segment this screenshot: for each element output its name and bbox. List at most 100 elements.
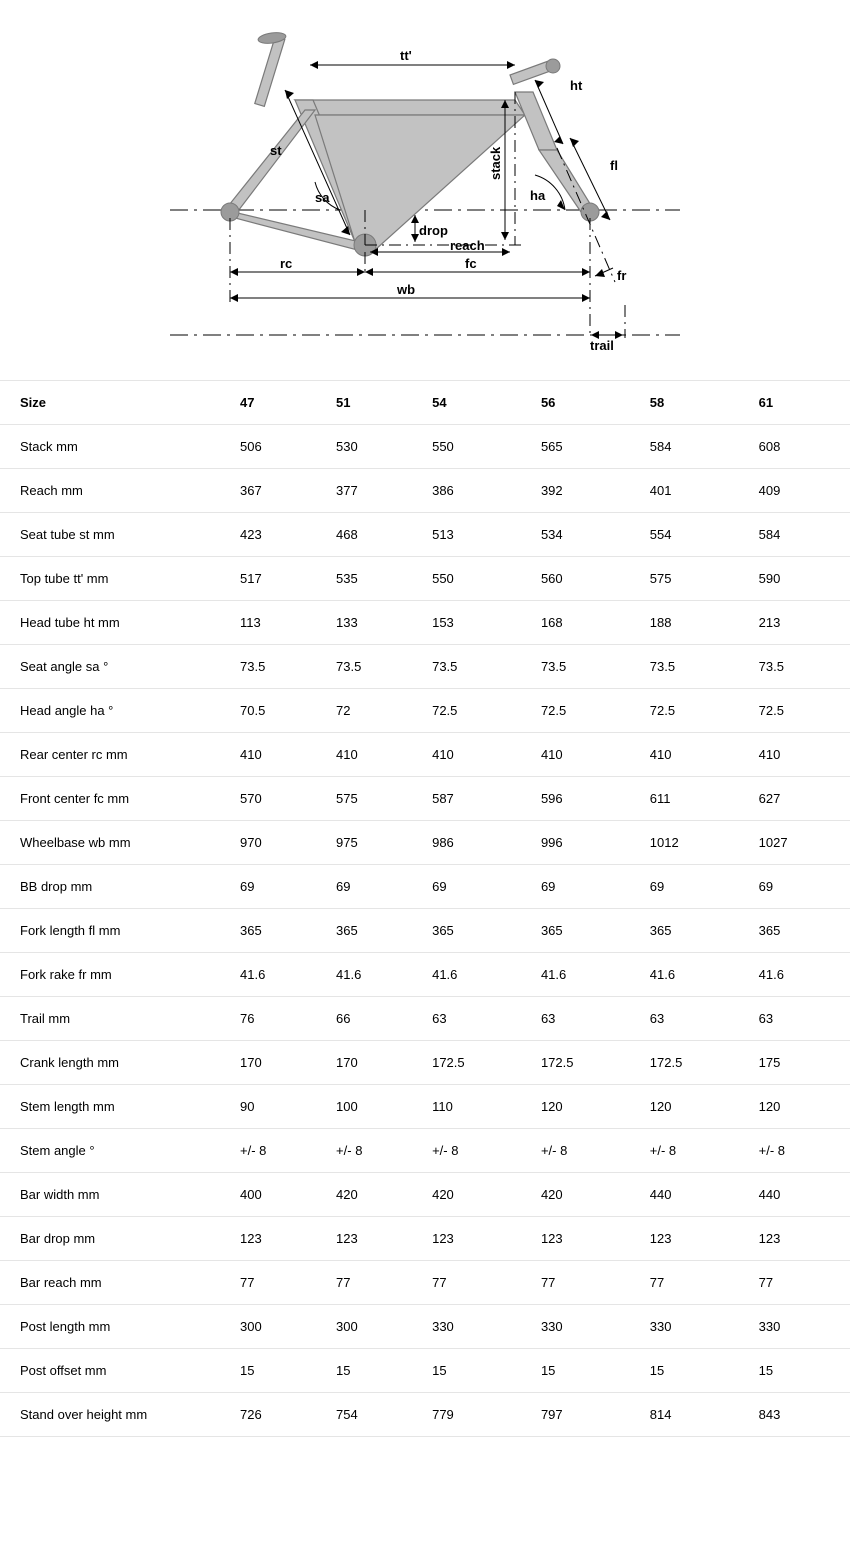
- cell-value: 410: [326, 733, 422, 777]
- table-row: Seat angle sa °73.573.573.573.573.573.5: [0, 645, 850, 689]
- cell-value: 420: [531, 1173, 640, 1217]
- header-col: 56: [531, 381, 640, 425]
- cell-value: 170: [230, 1041, 326, 1085]
- table-row: Fork rake fr mm41.641.641.641.641.641.6: [0, 953, 850, 997]
- cell-value: 72.5: [749, 689, 850, 733]
- row-label: Stack mm: [0, 425, 230, 469]
- cell-value: 172.5: [422, 1041, 531, 1085]
- cell-value: 63: [749, 997, 850, 1041]
- cell-value: 560: [531, 557, 640, 601]
- cell-value: 392: [531, 469, 640, 513]
- cell-value: 15: [749, 1349, 850, 1393]
- cell-value: 365: [531, 909, 640, 953]
- cell-value: 168: [531, 601, 640, 645]
- row-label: Seat angle sa °: [0, 645, 230, 689]
- cell-value: 565: [531, 425, 640, 469]
- cell-value: 596: [531, 777, 640, 821]
- cell-value: 73.5: [749, 645, 850, 689]
- cell-value: 90: [230, 1085, 326, 1129]
- cell-value: 41.6: [230, 953, 326, 997]
- label-trail: trail: [590, 338, 614, 350]
- cell-value: 69: [531, 865, 640, 909]
- cell-value: 584: [749, 513, 850, 557]
- cell-value: +/- 8: [422, 1129, 531, 1173]
- cell-value: 77: [640, 1261, 749, 1305]
- cell-value: 153: [422, 601, 531, 645]
- cell-value: 77: [422, 1261, 531, 1305]
- header-col: 61: [749, 381, 850, 425]
- cell-value: 66: [326, 997, 422, 1041]
- row-label: Trail mm: [0, 997, 230, 1041]
- cell-value: 72: [326, 689, 422, 733]
- table-body: Stack mm506530550565584608Reach mm367377…: [0, 425, 850, 1437]
- cell-value: 113: [230, 601, 326, 645]
- cell-value: 814: [640, 1393, 749, 1437]
- cell-value: 409: [749, 469, 850, 513]
- cell-value: 188: [640, 601, 749, 645]
- cell-value: 73.5: [531, 645, 640, 689]
- cell-value: 410: [230, 733, 326, 777]
- table-row: Post offset mm151515151515: [0, 1349, 850, 1393]
- header-col: 58: [640, 381, 749, 425]
- cell-value: 70.5: [230, 689, 326, 733]
- cell-value: 535: [326, 557, 422, 601]
- cell-value: 63: [640, 997, 749, 1041]
- table-row: Head angle ha °70.57272.572.572.572.5: [0, 689, 850, 733]
- cell-value: 570: [230, 777, 326, 821]
- row-label: Bar width mm: [0, 1173, 230, 1217]
- cell-value: 41.6: [749, 953, 850, 997]
- cell-value: +/- 8: [230, 1129, 326, 1173]
- cell-value: 41.6: [531, 953, 640, 997]
- cell-value: 41.6: [326, 953, 422, 997]
- cell-value: 440: [640, 1173, 749, 1217]
- row-label: BB drop mm: [0, 865, 230, 909]
- cell-value: 69: [422, 865, 531, 909]
- label-rc: rc: [280, 256, 292, 271]
- cell-value: 608: [749, 425, 850, 469]
- cell-value: 300: [230, 1305, 326, 1349]
- cell-value: 123: [230, 1217, 326, 1261]
- cell-value: 410: [531, 733, 640, 777]
- row-label: Stand over height mm: [0, 1393, 230, 1437]
- table-row: Front center fc mm570575587596611627: [0, 777, 850, 821]
- cell-value: 41.6: [640, 953, 749, 997]
- cell-value: 330: [640, 1305, 749, 1349]
- table-row: Head tube ht mm113133153168188213: [0, 601, 850, 645]
- cell-value: 970: [230, 821, 326, 865]
- row-label: Post offset mm: [0, 1349, 230, 1393]
- cell-value: 213: [749, 601, 850, 645]
- cell-value: +/- 8: [749, 1129, 850, 1173]
- table-row: Stem length mm90100110120120120: [0, 1085, 850, 1129]
- cell-value: 77: [531, 1261, 640, 1305]
- cell-value: 554: [640, 513, 749, 557]
- cell-value: 69: [326, 865, 422, 909]
- cell-value: 365: [422, 909, 531, 953]
- row-label: Rear center rc mm: [0, 733, 230, 777]
- cell-value: +/- 8: [640, 1129, 749, 1173]
- table-row: Bar reach mm777777777777: [0, 1261, 850, 1305]
- row-label: Wheelbase wb mm: [0, 821, 230, 865]
- row-label: Head angle ha °: [0, 689, 230, 733]
- cell-value: 73.5: [230, 645, 326, 689]
- cell-value: 530: [326, 425, 422, 469]
- cell-value: 365: [749, 909, 850, 953]
- cell-value: 423: [230, 513, 326, 557]
- header-col: 47: [230, 381, 326, 425]
- cell-value: 550: [422, 425, 531, 469]
- table-row: Post length mm300300330330330330: [0, 1305, 850, 1349]
- cell-value: 420: [422, 1173, 531, 1217]
- label-drop: drop: [419, 223, 448, 238]
- row-label: Stem length mm: [0, 1085, 230, 1129]
- table-row: Reach mm367377386392401409: [0, 469, 850, 513]
- cell-value: 133: [326, 601, 422, 645]
- cell-value: 550: [422, 557, 531, 601]
- row-label: Bar drop mm: [0, 1217, 230, 1261]
- cell-value: 15: [531, 1349, 640, 1393]
- cell-value: 123: [531, 1217, 640, 1261]
- table-row: Bar drop mm123123123123123123: [0, 1217, 850, 1261]
- geometry-table: Size 47 51 54 56 58 61 Stack mm506530550…: [0, 380, 850, 1437]
- row-label: Crank length mm: [0, 1041, 230, 1085]
- cell-value: 123: [749, 1217, 850, 1261]
- label-stack: stack: [488, 146, 503, 180]
- cell-value: 365: [230, 909, 326, 953]
